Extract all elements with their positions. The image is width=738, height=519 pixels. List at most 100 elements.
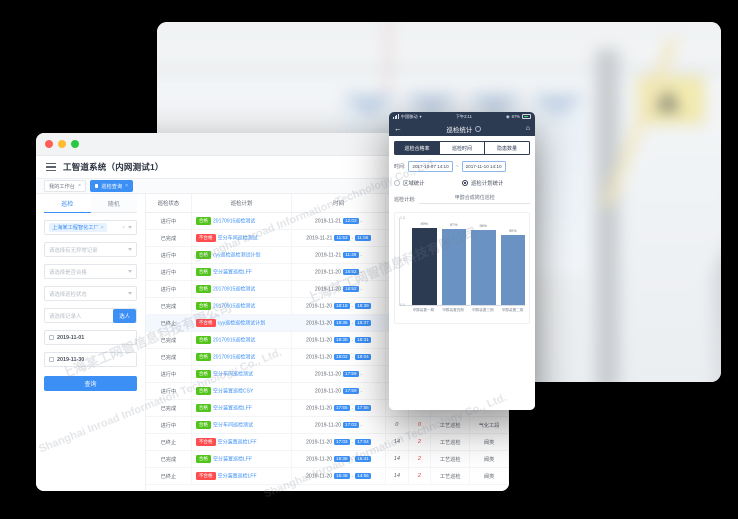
minimize-window-button[interactable]: [58, 140, 66, 148]
qualified-badge: 合格: [195, 455, 212, 463]
chevron-down-icon[interactable]: [128, 270, 132, 273]
cell-plan: 合格 空分装置巡检LFF: [191, 263, 293, 281]
plan-link[interactable]: 空分车间巡检测试: [217, 235, 258, 242]
chart-bar: 90%: [500, 229, 525, 305]
chart-x-labels: 甲醇装置一期 甲醇装置四期 甲醇装置三期 甲醇装置二期: [399, 308, 525, 313]
time-start-input[interactable]: 2017-10-07 14:10: [408, 161, 453, 172]
plan-link[interactable]: 空分装置巡检LFF: [213, 456, 252, 463]
plan-link[interactable]: 空分车间巡检测试: [213, 371, 254, 378]
cell-status: 进行中: [146, 382, 192, 400]
cell-status: 已终止: [146, 314, 192, 332]
date-start-field[interactable]: 2019-11-01: [44, 330, 137, 345]
filter-tab-random[interactable]: 随机: [90, 194, 137, 213]
cell-status: 进行中: [146, 365, 192, 383]
phone-mockup: 中国移动 ▾ 下午2:11 ◉ 67% ← 巡检统计 ⌂ 巡检合格率 巡检时间 …: [389, 112, 535, 410]
cell-filled: 0: [385, 416, 409, 434]
chevron-down-icon[interactable]: [128, 226, 132, 229]
radio-plan-stat[interactable]: 巡检计划统计: [462, 179, 503, 187]
cell-plan: 不合格 空分装置巡检LFF: [191, 433, 293, 451]
qualified-badge: 合格: [195, 387, 212, 395]
plan-link[interactable]: 20170915巡检测试: [213, 354, 256, 361]
tab-inspection-query[interactable]: 巡检查询 ×: [89, 180, 134, 192]
time-range-row: 时间: 2017-10-07 14:10 ~ 2017-11-10 14:10: [394, 161, 530, 172]
plan-link[interactable]: 空分车间巡检测试: [213, 422, 254, 429]
segment-pass-rate[interactable]: 巡检合格率: [395, 142, 439, 154]
cell-time: 2019-11-20 16:38 - 16:41: [291, 450, 386, 468]
radio-area-stat[interactable]: 区域统计: [394, 179, 462, 187]
qualified-badge: 不合格: [195, 319, 216, 327]
table-row[interactable]: 进行中 合格 空分车间巡检测试 2019-11-20 17:03 -0 0 工艺巡检 气化工…: [146, 416, 509, 434]
plan-value[interactable]: 甲醇合成岗位巡检: [419, 194, 530, 204]
time-range-separator: ~: [455, 163, 459, 170]
hamburger-icon[interactable]: [46, 162, 56, 172]
plan-link[interactable]: 20170915巡检测试: [213, 286, 256, 293]
inspection-status-select[interactable]: 请选择巡检状态: [44, 286, 137, 301]
tab-workbench[interactable]: 我的工作台 ×: [44, 180, 86, 192]
close-window-button[interactable]: [45, 140, 53, 148]
date-end-field[interactable]: 2019-11-30: [44, 352, 137, 367]
signal-icon: [393, 114, 399, 119]
qualified-badge: 合格: [195, 404, 212, 412]
cell-abnormal: 2: [408, 467, 432, 485]
cell-status: 已终止: [146, 433, 192, 451]
plan-link[interactable]: 20170915巡检测试: [213, 337, 256, 344]
qualified-placeholder: 请选择是否合格: [49, 269, 87, 276]
cell-status: 已完成: [146, 348, 192, 366]
qualified-select[interactable]: 请选择是否合格: [44, 264, 137, 279]
abnormal-record-placeholder: 请选择有无异常记录: [49, 247, 98, 254]
close-icon[interactable]: ×: [125, 183, 129, 189]
segmented-control: 巡检合格率 巡检时间 隐患数量: [394, 141, 530, 155]
recorder-field[interactable]: 请选择记录人 选人: [44, 308, 137, 323]
table-row[interactable]: 已终止 不合格 空分装置巡检LFF 2019-11-20 17:03 - 17:04 1…: [146, 433, 509, 451]
info-circle-icon[interactable]: [475, 125, 482, 132]
cell-abnormal: 2: [408, 433, 432, 451]
y-tick-top: 1.0: [400, 216, 405, 220]
chevron-down-icon[interactable]: [128, 248, 132, 251]
col-status: 巡检状态: [146, 194, 192, 213]
search-button[interactable]: 查询: [44, 376, 137, 391]
col-plan: 巡检计划: [191, 194, 293, 213]
filter-tab-inspection[interactable]: 巡检: [44, 194, 91, 213]
plan-link[interactable]: cyy巡检巡检测试计划: [213, 252, 261, 259]
segment-inspection-time[interactable]: 巡检时间: [439, 142, 484, 154]
plan-link[interactable]: 20170915巡检测试: [213, 218, 256, 225]
plan-link[interactable]: 空分装置巡检LFF: [213, 269, 252, 276]
org-select[interactable]: 上海某工程智化工厂 × ×: [44, 220, 137, 235]
warning-sign-icon: [638, 76, 704, 124]
arrow-left-icon[interactable]: ←: [394, 123, 402, 133]
pick-person-button[interactable]: 选人: [113, 308, 136, 323]
cell-status: 已终止: [146, 467, 192, 485]
cell-status: 进行中: [146, 263, 192, 281]
dot-icon: [94, 184, 99, 188]
recorder-placeholder: 请选择记录人: [49, 313, 82, 320]
close-icon[interactable]: ×: [77, 183, 81, 189]
plan-link[interactable]: 空分装置巡检LFF: [217, 439, 257, 446]
table-row[interactable]: 已终止 不合格 空分装置巡检LFF 2019-11-20 16:48 - 14:55 1…: [146, 467, 509, 485]
cell-plan: 合格 空分车间巡检测试: [191, 365, 293, 383]
cell-type: 工艺巡检: [430, 433, 471, 451]
cell-status: 已完成: [146, 450, 192, 468]
home-icon[interactable]: ⌂: [525, 125, 530, 132]
chevron-down-icon[interactable]: [128, 292, 132, 295]
chart-plot-area: 1.0 0.5 0.0 99% 97% 96% 90%: [399, 216, 525, 307]
plan-link[interactable]: 空分装置巡检CSY: [213, 388, 254, 395]
cell-time: 2019-11-21 12:03 -: [291, 212, 386, 230]
table-row[interactable]: 已完成 合格 空分装置巡检LFF 2019-11-20 16:38 - 16:41 14…: [146, 450, 509, 468]
remove-chip-icon[interactable]: ×: [100, 224, 104, 231]
qualified-badge: 合格: [195, 217, 212, 225]
cell-filled: 14: [385, 450, 409, 468]
org-chip[interactable]: 上海某工程智化工厂 ×: [49, 223, 107, 232]
clear-icon[interactable]: ×: [122, 224, 125, 231]
radio-plan-stat-label: 巡检计划统计: [471, 181, 504, 187]
plan-link[interactable]: 空分装置巡检LFF: [217, 473, 257, 480]
segment-hazard-count[interactable]: 隐患数量: [484, 142, 529, 154]
qualified-badge: 合格: [195, 421, 212, 429]
plan-link[interactable]: cyy巡检巡检测试计划: [217, 320, 266, 327]
time-end-input[interactable]: 2017-11-10 14:10: [461, 161, 506, 172]
cell-time: 2019-11-20 18:35 - 18:37: [291, 314, 386, 332]
plan-link[interactable]: 空分装置巡检LFF: [213, 405, 252, 412]
plan-link[interactable]: 20170915巡检测试: [213, 303, 256, 310]
abnormal-record-select[interactable]: 请选择有无异常记录: [44, 242, 137, 257]
maximize-window-button[interactable]: [71, 140, 79, 148]
cell-plan: 不合格 空分装置巡检LFF: [191, 467, 293, 485]
